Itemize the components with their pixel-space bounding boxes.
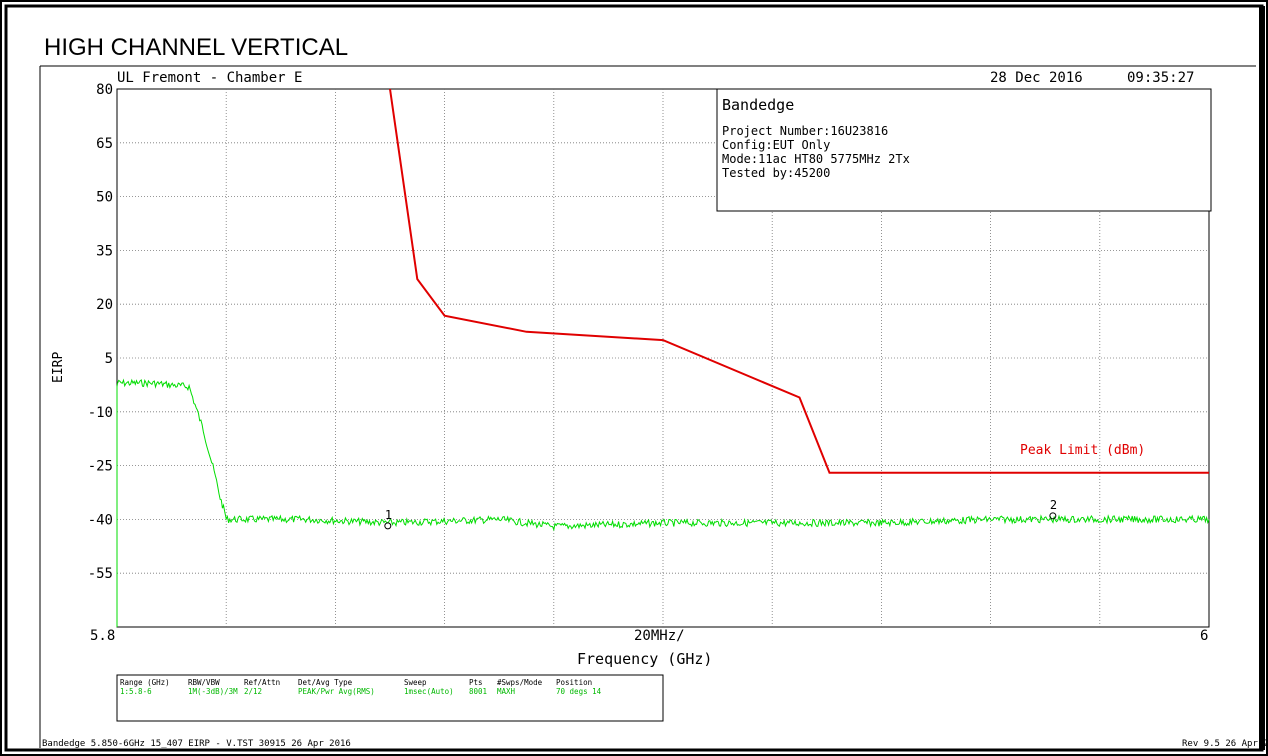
settings-header: Sweep (404, 678, 427, 687)
settings-value: 2/12 (244, 687, 262, 696)
footer-left: Bandedge 5.850-6GHz 15_407 EIRP - V.TST … (42, 739, 351, 749)
chart-title: HIGH CHANNEL VERTICAL (44, 34, 349, 61)
y-tick-label: 5 (105, 351, 113, 367)
y-tick-label: 80 (96, 82, 113, 98)
info-line: Mode:11ac HT80 5775MHz 2Tx (722, 152, 910, 166)
y-axis-label: EIRP (51, 352, 66, 383)
settings-header: Ref/Attn (244, 678, 280, 687)
info-line: Project Number:16U23816 (722, 124, 888, 138)
settings-header: #Swps/Mode (497, 678, 543, 687)
settings-value: 1msec(Auto) (404, 687, 454, 696)
settings-header: RBW/VBW (188, 678, 220, 687)
y-tick-labels: 80 65 50 35 20 5 -10 -25 -40 -55 (88, 82, 113, 582)
settings-value: 1:5.8-6 (120, 687, 152, 696)
y-tick-label: -55 (88, 566, 113, 582)
y-tick-label: 65 (96, 136, 113, 152)
legend-limit-label: Peak Limit (dBm) (1020, 443, 1145, 458)
x-axis-label: Frequency (GHz) (577, 650, 712, 668)
test-date: 28 Dec 2016 (990, 70, 1083, 86)
info-line: Config:EUT Only (722, 138, 830, 152)
lab-name: UL Fremont - Chamber E (117, 70, 302, 86)
info-box-title: Bandedge (722, 96, 794, 114)
y-tick-label: 35 (96, 243, 113, 259)
marker-point (1049, 512, 1057, 520)
x-tick-mid: 20MHz/ (634, 628, 685, 644)
y-tick-label: -25 (88, 459, 113, 475)
settings-header: Pts (469, 678, 483, 687)
settings-value: MAXH (497, 687, 516, 696)
measured-trace-line (116, 378, 1210, 627)
marker-layer: 12 (384, 498, 1057, 530)
footer-right: Rev 9.5 26 Apr 20 (1182, 739, 1268, 749)
settings-header: Position (556, 678, 592, 687)
y-tick-label: 50 (96, 190, 113, 206)
settings-header: Range (GHz) (120, 678, 170, 687)
marker-label: 1 (385, 508, 392, 522)
y-tick-label: -10 (88, 405, 113, 421)
settings-value: PEAK/Pwr Avg(RMS) (298, 687, 375, 696)
settings-header: Det/Avg Type (298, 678, 353, 687)
settings-value: 1M(-3dB)/3M (188, 687, 238, 696)
settings-table (116, 674, 664, 722)
y-tick-label: -40 (88, 512, 113, 528)
x-tick-start: 5.8 (90, 628, 115, 644)
settings-value: 8001 (469, 687, 487, 696)
settings-value: 70 degs 14 (556, 687, 602, 696)
y-tick-label: 20 (96, 297, 113, 313)
marker-point (384, 522, 392, 530)
test-time: 09:35:27 (1127, 70, 1194, 86)
peak-limit-line (389, 88, 1209, 474)
settings-table-cells: Range (GHz) RBW/VBW Ref/Attn Det/Avg Type Sw… (120, 678, 602, 696)
info-line: Tested by:45200 (722, 166, 830, 180)
x-tick-end: 6 (1200, 628, 1208, 644)
info-box (716, 88, 1212, 212)
series-layer (116, 88, 1210, 627)
marker-label: 2 (1050, 498, 1057, 512)
